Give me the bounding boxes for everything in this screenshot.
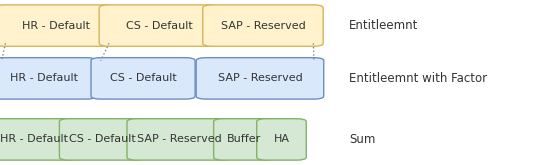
Text: Entitleemnt with Factor: Entitleemnt with Factor	[349, 72, 487, 85]
FancyBboxPatch shape	[214, 119, 274, 160]
FancyBboxPatch shape	[99, 5, 220, 46]
FancyBboxPatch shape	[203, 5, 323, 46]
FancyBboxPatch shape	[0, 119, 77, 160]
Text: CS - Default: CS - Default	[126, 21, 193, 31]
Text: CS - Default: CS - Default	[69, 134, 135, 144]
Text: CS - Default: CS - Default	[110, 73, 177, 83]
Text: SAP - Reserved: SAP - Reserved	[137, 134, 221, 144]
Text: HR - Default: HR - Default	[22, 21, 90, 31]
Text: HA: HA	[274, 134, 289, 144]
Text: Sum: Sum	[349, 133, 375, 146]
Text: Entitleemnt: Entitleemnt	[349, 19, 418, 32]
FancyBboxPatch shape	[59, 119, 144, 160]
FancyBboxPatch shape	[91, 58, 195, 99]
Text: HR - Default: HR - Default	[1, 134, 68, 144]
FancyBboxPatch shape	[127, 119, 231, 160]
FancyBboxPatch shape	[257, 119, 306, 160]
FancyBboxPatch shape	[196, 58, 324, 99]
FancyBboxPatch shape	[0, 58, 96, 99]
Text: SAP - Reserved: SAP - Reserved	[217, 73, 302, 83]
Text: Buffer: Buffer	[227, 134, 261, 144]
FancyBboxPatch shape	[0, 5, 116, 46]
Text: SAP - Reserved: SAP - Reserved	[221, 21, 305, 31]
Text: HR - Default: HR - Default	[10, 73, 78, 83]
